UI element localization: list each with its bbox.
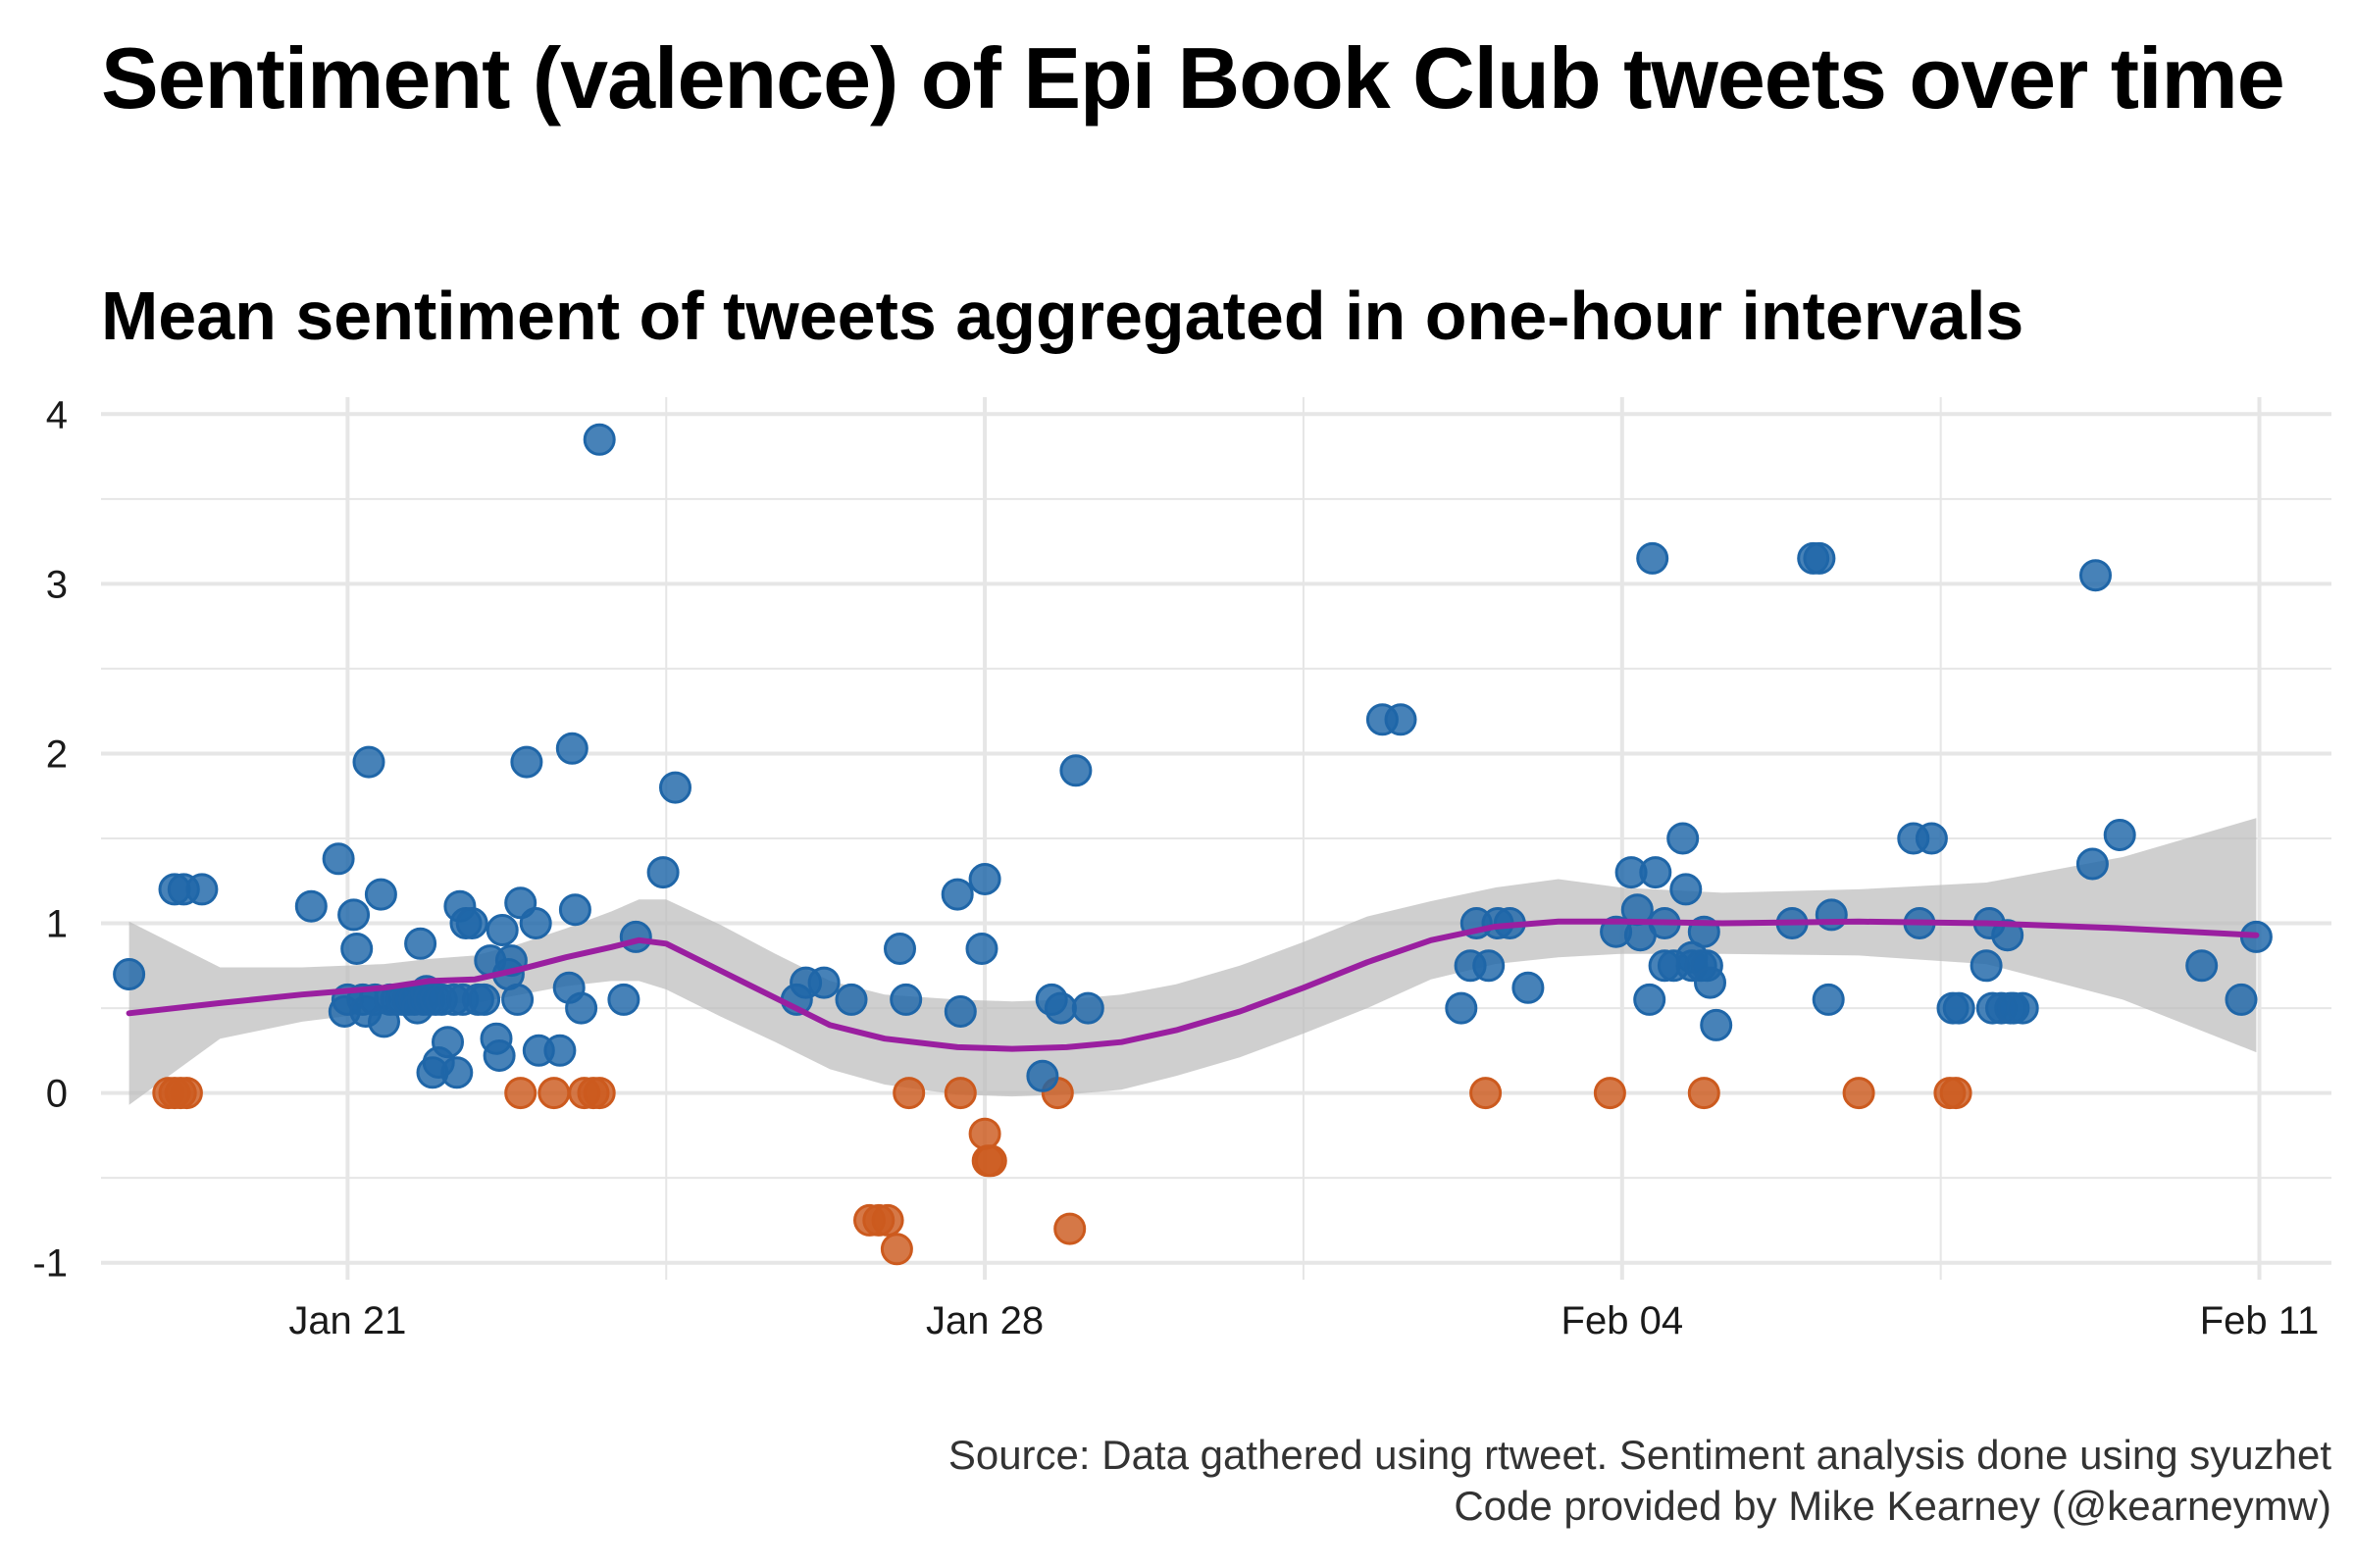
y-tick-label: 0 (46, 1073, 68, 1116)
data-point-positive (322, 842, 355, 876)
caption-line-credit: Code provided by Mike Kearney (@kearneym… (1454, 1483, 2331, 1529)
chart-subtitle: Mean sentiment of tweets aggregated in o… (101, 278, 2024, 354)
data-point-positive (890, 983, 923, 1016)
data-point-nonpositive (583, 1077, 616, 1110)
data-point-positive (1472, 949, 1506, 983)
data-point-positive (1445, 991, 1478, 1025)
data-point-nonpositive (1842, 1077, 1875, 1110)
data-point-positive (1511, 971, 1545, 1004)
data-point-positive (2225, 983, 2258, 1016)
y-tick-label: -1 (32, 1242, 68, 1286)
data-point-positive (1636, 541, 1669, 575)
data-point-positive (1694, 966, 1726, 999)
data-point-nonpositive (1593, 1077, 1626, 1110)
x-tick-label: Feb 11 (2200, 1299, 2320, 1342)
data-point-nonpositive (974, 1144, 1007, 1178)
data-point-nonpositive (170, 1077, 203, 1110)
data-point-positive (555, 732, 588, 765)
y-tick-label: 2 (46, 733, 68, 776)
data-point-positive (2079, 559, 2112, 592)
data-point-nonpositive (944, 1077, 977, 1110)
y-tick-label: 4 (46, 393, 68, 436)
data-point-positive (965, 933, 998, 965)
data-point-positive (519, 907, 552, 939)
x-tick-label: Jan 21 (288, 1299, 406, 1342)
data-point-positive (455, 907, 488, 939)
data-point-positive (364, 878, 397, 911)
data-point-positive (944, 995, 977, 1028)
data-point-positive (565, 991, 598, 1025)
data-point-positive (941, 878, 974, 911)
data-point-positive (1803, 541, 1836, 575)
data-point-positive (1915, 822, 1948, 855)
data-point-nonpositive (504, 1077, 537, 1110)
data-point-positive (294, 889, 328, 923)
data-point-nonpositive (1939, 1077, 1972, 1110)
data-point-positive (483, 1039, 516, 1072)
smooth-trend-line (126, 918, 2260, 1052)
caption-line-source: Source: Data gathered using rtweet. Sent… (947, 1432, 2331, 1478)
data-point-positive (558, 893, 591, 927)
chart-title: Sentiment (valence) of Epi Book Club twe… (101, 29, 2285, 126)
data-point-nonpositive (871, 1203, 904, 1237)
data-point-positive (807, 966, 841, 999)
data-point-nonpositive (537, 1077, 571, 1110)
data-point-positive (486, 914, 519, 946)
data-point-positive (1639, 856, 1672, 889)
data-point-positive (607, 983, 640, 1016)
data-point-positive (1942, 991, 1975, 1025)
data-point-nonpositive (880, 1233, 913, 1266)
data-point-positive (185, 873, 219, 906)
chart-caption: Source: Data gathered using rtweet. Sent… (948, 1430, 2331, 1532)
data-point-positive (510, 745, 543, 779)
data-point-positive (884, 933, 916, 965)
data-point-nonpositive (1053, 1212, 1087, 1245)
data-point-nonpositive (893, 1077, 926, 1110)
data-point-positive (1815, 898, 1848, 932)
data-point-positive (583, 423, 616, 456)
data-point-positive (543, 1034, 577, 1067)
data-point-positive (2103, 819, 2136, 851)
data-point-positive (1633, 983, 1666, 1016)
data-point-positive (2075, 847, 2109, 881)
data-point-positive (404, 927, 437, 960)
data-point-nonpositive (968, 1117, 1001, 1150)
data-point-positive (113, 958, 146, 990)
data-point-positive (968, 863, 1001, 895)
data-point-positive (468, 983, 501, 1016)
data-point-positive (619, 920, 652, 953)
data-point-positive (432, 1026, 464, 1059)
data-point-positive (1970, 949, 2003, 983)
data-point-positive (1044, 991, 1077, 1025)
x-tick-label: Feb 04 (1561, 1299, 1684, 1342)
data-point-positive (835, 983, 868, 1016)
x-tick-label: Jan 28 (926, 1299, 1044, 1342)
data-point-positive (337, 898, 371, 932)
data-point-positive (440, 1056, 474, 1089)
data-point-positive (2006, 991, 2039, 1025)
data-point-nonpositive (1469, 1077, 1503, 1110)
data-point-positive (1669, 873, 1703, 906)
y-tick-label: 3 (46, 563, 68, 606)
data-point-positive (659, 771, 691, 804)
data-point-positive (1384, 703, 1417, 736)
data-point-positive (1666, 822, 1700, 855)
data-point-positive (352, 745, 385, 779)
data-point-positive (1059, 754, 1093, 787)
data-point-positive (340, 933, 374, 965)
data-point-positive (646, 856, 680, 889)
y-tick-label: 1 (46, 903, 68, 946)
data-point-positive (1026, 1059, 1059, 1092)
data-point-positive (1991, 919, 2024, 952)
data-point-nonpositive (1687, 1077, 1720, 1110)
data-point-positive (1071, 991, 1104, 1025)
data-point-positive (2185, 949, 2219, 983)
data-point-positive (501, 983, 535, 1016)
data-point-positive (1700, 1008, 1733, 1041)
data-point-positive (1812, 983, 1845, 1016)
